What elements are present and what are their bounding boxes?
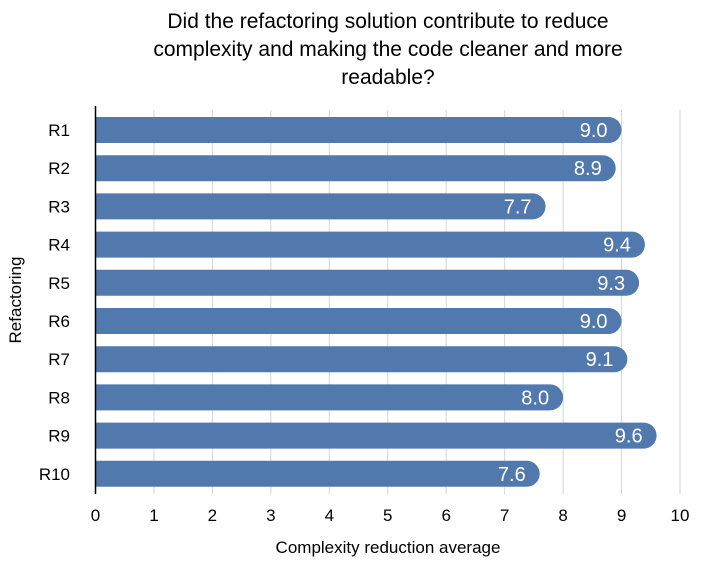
bar-R10 (95, 460, 540, 487)
data-label-R2: 8.9 (574, 158, 602, 180)
x-tick-label-3: 3 (266, 506, 275, 525)
data-label-R8: 8.0 (521, 387, 549, 409)
y-tick-label-R4: R4 (48, 236, 70, 255)
y-tick-labels: R1 R2 R3 R4 R5 R6 R7 R8 R9 R10 (39, 121, 70, 484)
x-tick-label-4: 4 (325, 506, 334, 525)
y-tick-label-R6: R6 (48, 312, 70, 331)
data-label-R9: 9.6 (615, 426, 643, 448)
data-label-R10: 7.6 (498, 464, 526, 486)
y-axis-label: Refactoring (6, 257, 25, 344)
data-label-R5: 9.3 (597, 273, 625, 295)
y-tick-label-R5: R5 (48, 274, 70, 293)
bar-R8 (95, 384, 564, 411)
x-tick-label-0: 0 (91, 506, 100, 525)
data-label-R1: 9.0 (580, 120, 608, 142)
y-tick-label-R10: R10 (39, 465, 70, 484)
bar-R6 (95, 308, 622, 334)
chart-title-line-3: readable? (341, 66, 434, 89)
chart-title-line-1: Did the refactoring solution contribute … (167, 10, 608, 33)
bar-R2 (95, 155, 616, 182)
y-tick-label-R1: R1 (48, 121, 70, 140)
x-tick-label-8: 8 (558, 506, 567, 525)
y-tick-label-R2: R2 (48, 159, 70, 178)
bar-R9 (95, 422, 657, 449)
x-tick-label-1: 1 (149, 506, 158, 525)
x-tick-label-7: 7 (500, 506, 509, 525)
y-tick-label-R9: R9 (48, 427, 70, 446)
bar-R3 (95, 193, 546, 220)
x-tick-labels: 0 1 2 3 4 5 6 7 8 9 10 (91, 506, 690, 525)
bars: 9.0 8.9 7.7 9.4 9.3 9.0 9.1 8.0 9.6 7.6 (95, 117, 657, 487)
chart-title-line-2: complexity and making the code cleaner a… (153, 38, 622, 61)
x-tick-label-9: 9 (617, 506, 626, 525)
y-tick-label-R7: R7 (48, 350, 70, 369)
x-tick-label-2: 2 (208, 506, 217, 525)
y-tick-label-R3: R3 (48, 197, 70, 216)
x-axis-label: Complexity reduction average (276, 538, 501, 557)
data-label-R3: 7.7 (504, 196, 532, 218)
bar-R4 (95, 231, 645, 258)
data-label-R4: 9.4 (603, 235, 631, 257)
x-tick-label-5: 5 (383, 506, 392, 525)
data-label-R6: 9.0 (580, 311, 608, 333)
y-tick-label-R8: R8 (48, 388, 70, 407)
bar-R7 (95, 346, 628, 373)
bar-R1 (95, 117, 622, 143)
data-label-R7: 9.1 (586, 349, 614, 371)
x-tick-label-10: 10 (671, 506, 690, 525)
chart-title: Did the refactoring solution contribute … (153, 10, 622, 89)
bar-R5 (95, 269, 640, 296)
x-tick-label-6: 6 (441, 506, 450, 525)
